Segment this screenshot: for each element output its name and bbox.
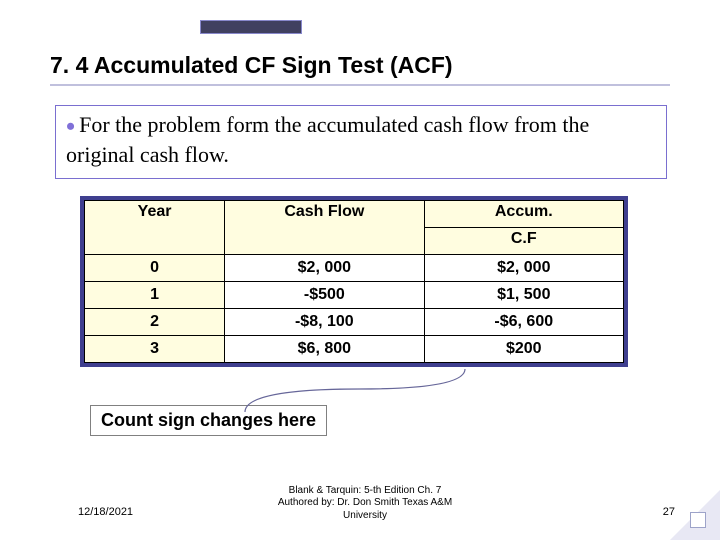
table-row: 0 $2, 000 $2, 000 — [85, 255, 624, 282]
page-corner-fold-icon — [670, 490, 720, 540]
page-corner-box-icon — [690, 512, 706, 528]
cell-acf: $2, 000 — [424, 255, 623, 282]
col-acf-1: Accum. — [424, 201, 623, 228]
sign-callout: Count sign changes here — [90, 405, 390, 436]
title-underline — [50, 84, 670, 86]
cell-cf: -$8, 100 — [225, 309, 424, 336]
bullet-dot-icon: • — [66, 112, 75, 141]
cell-cf: -$500 — [225, 282, 424, 309]
table-row: 1 -$500 $1, 500 — [85, 282, 624, 309]
cell-year: 0 — [85, 255, 225, 282]
cashflow-table: Year Cash Flow Accum. C.F 0 $2, 000 $2, … — [80, 196, 628, 367]
col-year: Year — [85, 201, 225, 255]
footer-credit: Blank & Tarquin: 5-th Edition Ch. 7 Auth… — [230, 485, 500, 523]
table-header-row: Year Cash Flow Accum. — [85, 201, 624, 228]
cell-year: 1 — [85, 282, 225, 309]
callout-connector-icon — [240, 367, 470, 417]
cell-cf: $6, 800 — [225, 336, 424, 363]
col-acf-2: C.F — [424, 228, 623, 255]
decorative-topbar — [200, 20, 302, 34]
cell-acf: $1, 500 — [424, 282, 623, 309]
footer-credit-2: Authored by: Dr. Don Smith Texas A&M — [278, 497, 452, 508]
footer-credit-3: University — [343, 510, 387, 521]
footer-credit-1: Blank & Tarquin: 5-th Edition Ch. 7 — [289, 485, 442, 496]
cell-year: 3 — [85, 336, 225, 363]
cell-acf: $200 — [424, 336, 623, 363]
bullet-text: For the problem form the accumulated cas… — [66, 112, 589, 167]
cell-year: 2 — [85, 309, 225, 336]
bullet-block: •For the problem form the accumulated ca… — [55, 105, 667, 179]
table-row: 2 -$8, 100 -$6, 600 — [85, 309, 624, 336]
page-title: 7. 4 Accumulated CF Sign Test (ACF) — [50, 52, 453, 79]
cell-cf: $2, 000 — [225, 255, 424, 282]
footer-date: 12/18/2021 — [78, 506, 133, 518]
col-cf: Cash Flow — [225, 201, 424, 255]
table-row: 3 $6, 800 $200 — [85, 336, 624, 363]
cell-acf: -$6, 600 — [424, 309, 623, 336]
